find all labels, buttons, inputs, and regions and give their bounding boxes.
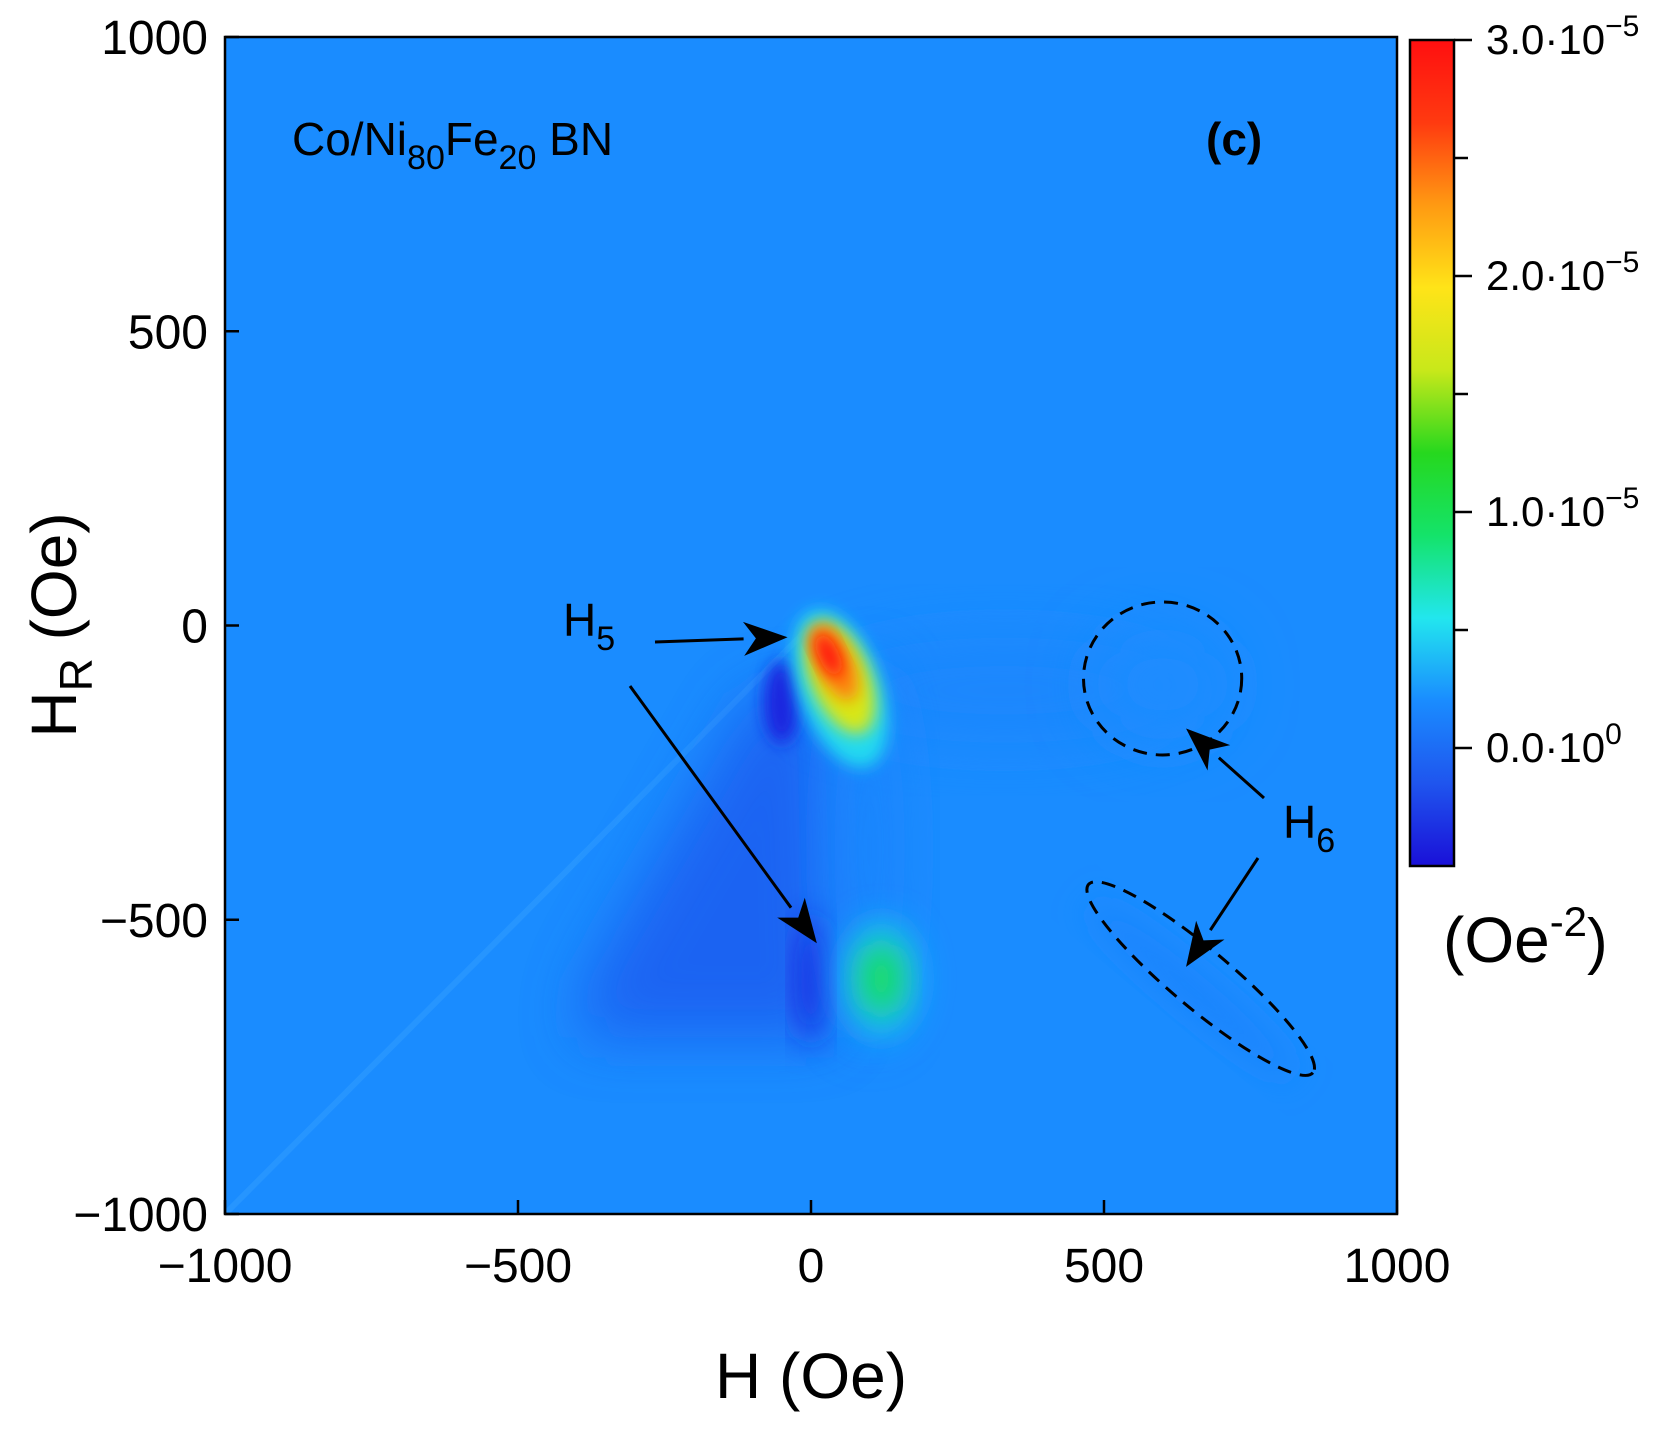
sample-label: Co/Ni80Fe20 BN	[292, 113, 613, 177]
negative-dip-upper	[764, 660, 800, 744]
peak-max	[815, 633, 843, 677]
dashed-regions	[1081, 600, 1316, 1077]
dashed-circle	[1081, 600, 1244, 757]
heatmap-plot-area	[223, 35, 1399, 1216]
x-tick-label: 500	[1064, 1240, 1144, 1293]
colorbar: 3.0·10−5 2.0·10−5 1.0·10−5 0.0·100 (Oe-2)	[1408, 10, 1639, 976]
colorbar-ticks: 3.0·10−5 2.0·10−5 1.0·10−5 0.0·100	[1454, 10, 1639, 771]
annotation-h5-label: H5	[563, 594, 615, 658]
colorbar-tick-label: 1.0·10−5	[1486, 482, 1639, 535]
arrow-head	[1186, 728, 1231, 771]
dashed-ellipse	[1085, 880, 1316, 1077]
y-tick-label: 0	[181, 601, 208, 654]
lobe-inner	[860, 943, 902, 1014]
arrow-head	[1186, 920, 1225, 967]
x-tick-label: −500	[464, 1240, 572, 1293]
heatmap-features	[225, 609, 1296, 1214]
x-axis-ticks: −1000 −500 0 500 1000	[158, 1200, 1451, 1293]
y-tick-label: −1000	[73, 1189, 208, 1242]
arrow-head	[742, 621, 788, 656]
arrow-shaft	[1217, 756, 1265, 800]
y-tick-label: 500	[128, 306, 208, 359]
colorbar-tick-label: 3.0·10−5	[1486, 10, 1639, 63]
colorbar-gradient	[1408, 38, 1456, 868]
annotation-h6-label: H6	[1283, 796, 1335, 860]
negative-dip	[798, 913, 824, 1044]
arrow-shaft	[1209, 857, 1260, 931]
arrow-shaft	[628, 685, 793, 909]
x-tick-label: 1000	[1344, 1240, 1451, 1293]
annotation-arrows	[628, 621, 1265, 967]
y-axis-ticks: 1000 500 0 −500 −1000	[73, 12, 239, 1242]
x-tick-label: 0	[798, 1240, 825, 1293]
arrow-shaft	[654, 637, 744, 644]
x-axis-title: H (Oe)	[715, 1340, 907, 1412]
negative-region	[576, 684, 835, 1038]
y-axis-title: HR (Oe)	[18, 512, 102, 737]
colorbar-tick-label: 0.0·100	[1486, 718, 1622, 771]
y-tick-label: 1000	[101, 12, 208, 65]
colorbar-tick-label: 2.0·10−5	[1486, 246, 1639, 299]
ridge-feature	[1088, 902, 1296, 1079]
diagonal-boundary	[225, 623, 814, 1214]
panel-label: (c)	[1206, 113, 1262, 165]
arrow-head	[777, 897, 817, 944]
broad-feature	[1092, 625, 1233, 744]
y-tick-label: −500	[100, 895, 208, 948]
colorbar-unit: (Oe-2)	[1443, 898, 1608, 976]
x-tick-label: −1000	[158, 1240, 293, 1293]
